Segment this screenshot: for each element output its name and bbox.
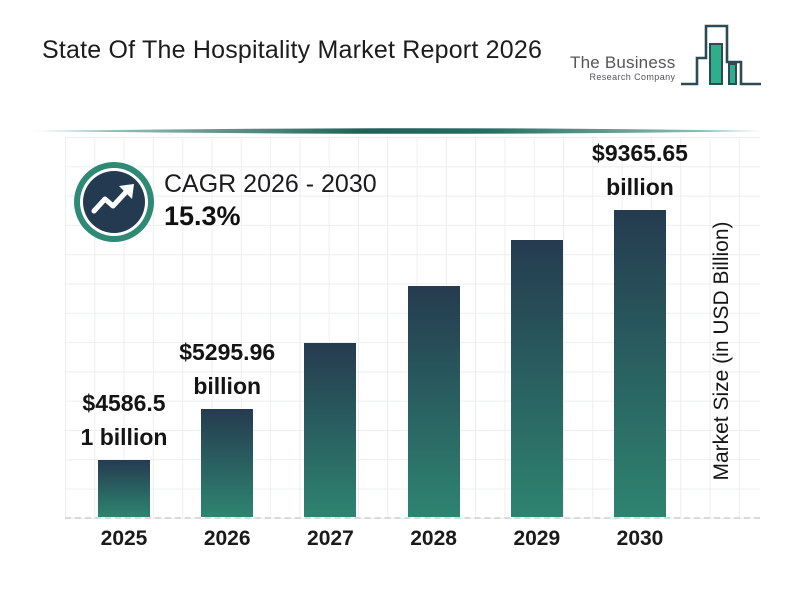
logo-name: The Business [570, 53, 676, 72]
bar-2030 [614, 210, 666, 517]
x-axis-label-2030: 2030 [616, 527, 664, 550]
x-axis-label-2027: 2027 [307, 527, 354, 550]
bar-2029 [510, 240, 563, 517]
bar-value-label-2026: $5295.96 billion [179, 339, 276, 399]
logo-subname: Research Company [589, 72, 676, 82]
trend-up-icon [74, 162, 154, 242]
x-axis-label-2026: 2026 [203, 527, 251, 550]
cagr-label: CAGR 2026 - 2030 [164, 170, 377, 198]
bar-2027 [304, 343, 357, 517]
logo-text: The Business Research Company [570, 53, 676, 83]
bar-2028 [407, 286, 460, 517]
x-axis-label-2029: 2029 [513, 527, 561, 550]
x-axis-label-2025: 2025 [100, 527, 148, 550]
bar-value-label-2030: $9365.65 billion [592, 140, 688, 200]
company-logo: The Business Research Company [570, 18, 765, 92]
page-title: State Of The Hospitality Market Report 2… [42, 36, 543, 64]
bar-value-label-2025: $4586.5 1 billion [80, 390, 168, 450]
y-axis-title: Market Size (in USD Billion) [710, 221, 733, 481]
bar-2025 [98, 460, 150, 517]
x-axis-label-2028: 2028 [410, 527, 457, 550]
cagr-value: 15.3% [164, 201, 241, 231]
chart-plot-area: $4586.5 1 billion $5295.96 billion $9365.65 b… [65, 137, 760, 519]
divider [33, 128, 763, 134]
bar-2026 [201, 409, 254, 517]
bar-chart-logo-icon [681, 24, 762, 86]
